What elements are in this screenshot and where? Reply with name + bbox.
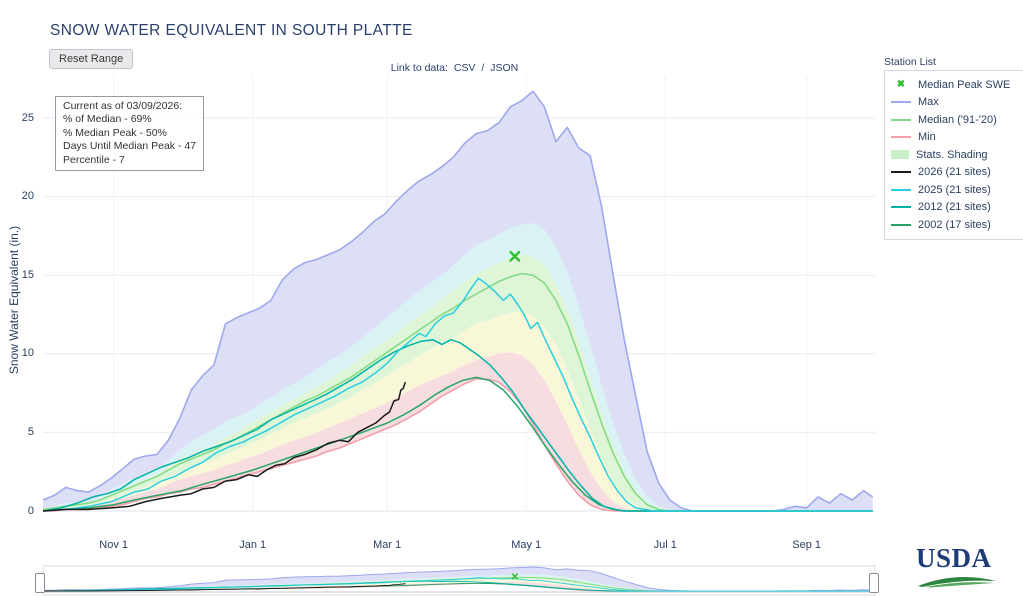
legend: ✖ Median Peak SWE Max Median ('91-'20) Min St… [884,70,1023,240]
line-swatch [891,118,911,121]
line-2012-21-sites [42,580,873,592]
legend-item-min[interactable]: Min [891,129,1023,147]
json-link[interactable]: JSON [490,62,519,74]
shading-swatch [891,150,909,160]
annotation-line: Current as of 03/09/2026: [63,100,183,112]
band-max-p90 [43,91,873,512]
annotation-line: % of Median - 69% [63,113,152,126]
main-plot [42,90,874,512]
data-link-prefix: Link to data: [390,62,448,74]
annotation-line: % Median Peak - 50% [63,126,167,139]
usda-logo: USDA [916,545,1004,588]
legend-item-median-91-20[interactable]: Median ('91-'20) [891,111,1023,129]
band-p30-p10 [43,311,873,511]
legend-item-2026-21-sites[interactable]: 2026 (21 sites) [891,164,1023,182]
annotation-line: Days Until Median Peak - 47 [63,140,197,153]
line-swatch [891,101,911,104]
data-link-separator: / [481,62,485,74]
line-2012-21-sites [42,338,873,512]
line-2025-21-sites [42,277,873,512]
reset-range-button[interactable]: Reset Range [49,49,134,69]
line-swatch [891,223,911,226]
usda-swoosh-icon [918,577,996,588]
range-slider-handle-right[interactable] [869,573,879,593]
data-link: Link to data: CSV / JSON [0,62,912,74]
legend-item-max[interactable]: Max [891,94,1023,112]
band-p90-p70 [43,574,873,591]
line-2025-21-sites [42,577,873,592]
legend-item-label: 2026 (21 sites) [918,166,991,179]
current-conditions-annotation: Current as of 03/09/2026:% of Median - 6… [55,96,205,172]
band-max-p90 [43,567,873,591]
median-peak-marker-icon: ✖ [896,78,906,90]
legend-item-label: Min [918,131,936,144]
annotation-line: Percentile - 7 [63,153,125,166]
legend-item-label: 2002 (17 sites) [918,218,991,231]
legend-item-label: Median Peak SWE [918,78,1011,91]
line-2026-21-sites [42,381,407,512]
line-swatch [891,136,911,139]
usda-logo-text: USDA [916,543,992,573]
legend-item-2002-17-sites[interactable]: 2002 (17 sites) [891,216,1023,234]
page-title: SNOW WATER EQUIVALENT IN SOUTH PLATTE [50,22,413,39]
band-p30-p10 [43,579,873,591]
line-swatch [891,188,911,191]
line-swatch [891,206,911,209]
y-axis-title: Snow Water Equivalent (in.) [7,225,21,375]
legend-item-label: Median ('91-'20) [918,113,997,126]
legend-item-label: 2025 (21 sites) [918,183,991,196]
range-slider-plot [42,566,873,592]
line-swatch [891,171,911,174]
median-peak-marker [511,573,518,580]
legend-item-stats-shading[interactable]: Stats. Shading [891,146,1023,164]
legend-item-label: 2012 (21 sites) [918,201,991,214]
band-p90-p70 [43,223,873,512]
legend-item-label: Stats. Shading [916,148,988,161]
line-2002-17-sites [42,376,873,512]
station-list-label: Station List [884,56,936,68]
legend-item-2025-21-sites[interactable]: 2025 (21 sites) [891,181,1023,199]
csv-link[interactable]: CSV [453,62,476,74]
legend-item-label: Max [918,96,939,109]
legend-item-2012-21-sites[interactable]: 2012 (21 sites) [891,199,1023,217]
median-peak-marker [509,250,521,262]
legend-item-median-peak-swe[interactable]: ✖ Median Peak SWE [891,76,1023,94]
range-slider-handle-left[interactable] [35,573,45,593]
line-2026-21-sites [42,583,406,592]
